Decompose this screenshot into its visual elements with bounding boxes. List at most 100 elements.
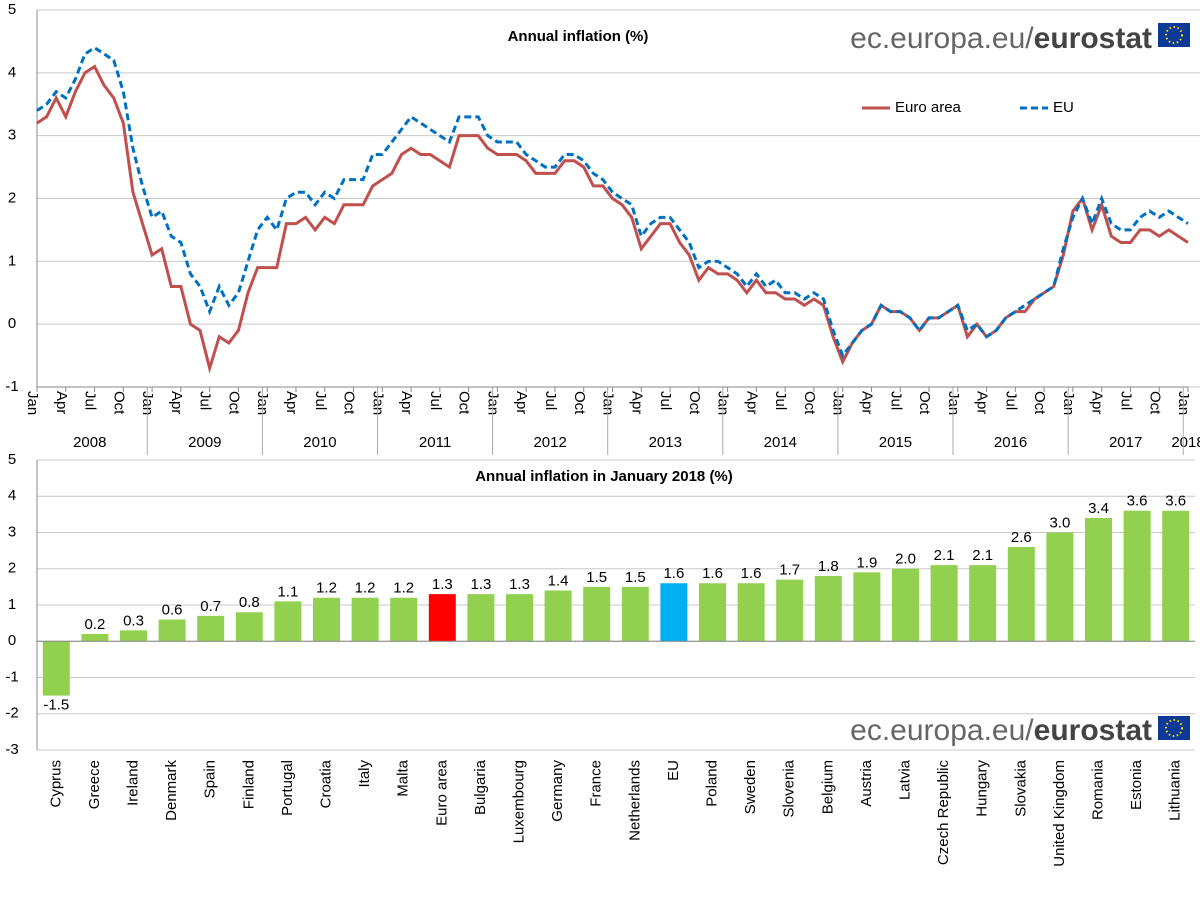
logo-brand: eurostat <box>1034 714 1152 747</box>
x-tick-label: Apr <box>168 391 185 414</box>
value-label: -1.5 <box>43 697 69 714</box>
x-tick-label: Jul <box>542 391 559 410</box>
x-tick-label: Netherlands <box>626 760 643 841</box>
x-tick-label: Ireland <box>124 760 141 806</box>
value-label: 3.6 <box>1127 493 1148 510</box>
bar <box>814 576 842 642</box>
y-tick-label: -1 <box>5 668 18 685</box>
x-tick-label: Jul <box>427 391 444 410</box>
bar <box>390 597 418 642</box>
year-label: 2013 <box>649 434 682 451</box>
x-tick-label: Oct <box>1031 391 1048 415</box>
eu-flag <box>1158 716 1190 740</box>
value-label: 2.6 <box>1011 529 1032 546</box>
eu-flag <box>1158 23 1190 47</box>
value-label: 0.2 <box>84 616 105 633</box>
value-label: 3.0 <box>1049 514 1070 531</box>
bar <box>467 594 495 642</box>
logo-text: ec.europa.eu/eurostat <box>850 714 1152 747</box>
bar <box>737 583 765 642</box>
value-label: 1.6 <box>702 565 723 582</box>
bar <box>621 586 649 642</box>
series-line <box>36 45 1189 359</box>
bar <box>313 597 340 642</box>
value-label: 1.3 <box>470 576 491 593</box>
x-tick-label: Apr <box>513 391 530 414</box>
x-tick-label: Oct <box>801 391 818 415</box>
x-tick-label: Jul <box>772 391 789 410</box>
y-tick-label: 1 <box>8 596 16 613</box>
year-label: 2011 <box>419 434 451 451</box>
x-tick-label: Bulgaria <box>472 759 489 815</box>
y-tick-label: 5 <box>8 451 16 468</box>
bar <box>1123 510 1151 642</box>
x-tick-label: Portugal <box>279 760 296 816</box>
year-label: 2012 <box>533 434 566 451</box>
year-label: 2008 <box>73 434 106 451</box>
y-tick-label: 3 <box>8 127 16 144</box>
x-tick-label: Oct <box>571 391 588 415</box>
x-tick-label: Apr <box>974 391 991 414</box>
bar <box>197 615 225 642</box>
value-label: 1.6 <box>663 565 684 582</box>
value-label: 1.6 <box>741 565 762 582</box>
bar <box>930 565 958 642</box>
x-tick-label: Luxembourg <box>510 760 527 843</box>
x-tick-label: Finland <box>240 760 257 809</box>
value-label: 1.2 <box>316 580 337 597</box>
x-tick-label: Romania <box>1089 759 1106 820</box>
x-tick-label: Jul <box>657 391 674 410</box>
value-label: 2.1 <box>934 547 955 564</box>
x-tick-label: Sweden <box>742 760 759 814</box>
chart-title: Annual inflation in January 2018 (%) <box>475 468 733 485</box>
bar <box>892 568 919 642</box>
y-tick-label: -1 <box>5 378 18 395</box>
x-tick-label: Latvia <box>896 759 913 800</box>
x-tick-label: Oct <box>686 391 703 415</box>
x-tick-label: Slovenia <box>781 759 798 817</box>
year-label: 2015 <box>879 434 912 451</box>
value-label: 2.1 <box>972 547 993 564</box>
bar <box>1007 547 1035 642</box>
y-tick-label: 2 <box>8 189 16 206</box>
logo-text: ec.europa.eu/eurostat <box>850 22 1152 55</box>
y-tick-label: -2 <box>5 705 18 722</box>
y-tick-label: 5 <box>8 1 16 18</box>
logo-domain: ec.europa.eu/ <box>850 714 1034 747</box>
legend-label: EU <box>1053 99 1074 116</box>
x-tick-label: Belgium <box>819 760 836 814</box>
y-tick-label: 0 <box>8 632 16 649</box>
bar <box>699 583 726 642</box>
value-label: 3.6 <box>1165 493 1186 510</box>
x-tick-label: Oct <box>225 391 242 415</box>
bar <box>776 579 804 642</box>
year-label: 2010 <box>303 434 336 451</box>
bar <box>544 590 572 642</box>
value-label: 1.5 <box>625 569 646 586</box>
bar <box>351 597 379 642</box>
value-label: 2.0 <box>895 551 916 568</box>
bar <box>428 594 456 642</box>
x-tick-label: United Kingdom <box>1051 760 1068 867</box>
x-tick-label: Spain <box>202 760 219 798</box>
logo-brand: eurostat <box>1034 22 1152 55</box>
logo-domain: ec.europa.eu/ <box>850 22 1034 55</box>
year-label: 2016 <box>994 434 1027 451</box>
bar <box>1085 518 1112 642</box>
x-tick-label: Czech Republic <box>935 760 952 866</box>
bar <box>81 634 109 642</box>
bar <box>969 565 997 642</box>
value-label: 1.7 <box>779 562 800 579</box>
y-tick-label: 4 <box>8 487 16 504</box>
x-tick-label: Apr <box>53 391 70 414</box>
x-tick-label: Jan <box>24 391 41 415</box>
x-tick-label: Oct <box>341 391 358 415</box>
x-tick-label: Apr <box>743 391 760 414</box>
bar <box>1046 532 1074 642</box>
x-tick-label: Jul <box>1117 391 1134 410</box>
year-label: 2017 <box>1109 434 1142 451</box>
bar <box>235 612 263 642</box>
value-label: 1.3 <box>509 576 530 593</box>
x-tick-label: Cyprus <box>47 760 64 808</box>
x-tick-label: Apr <box>283 391 300 414</box>
